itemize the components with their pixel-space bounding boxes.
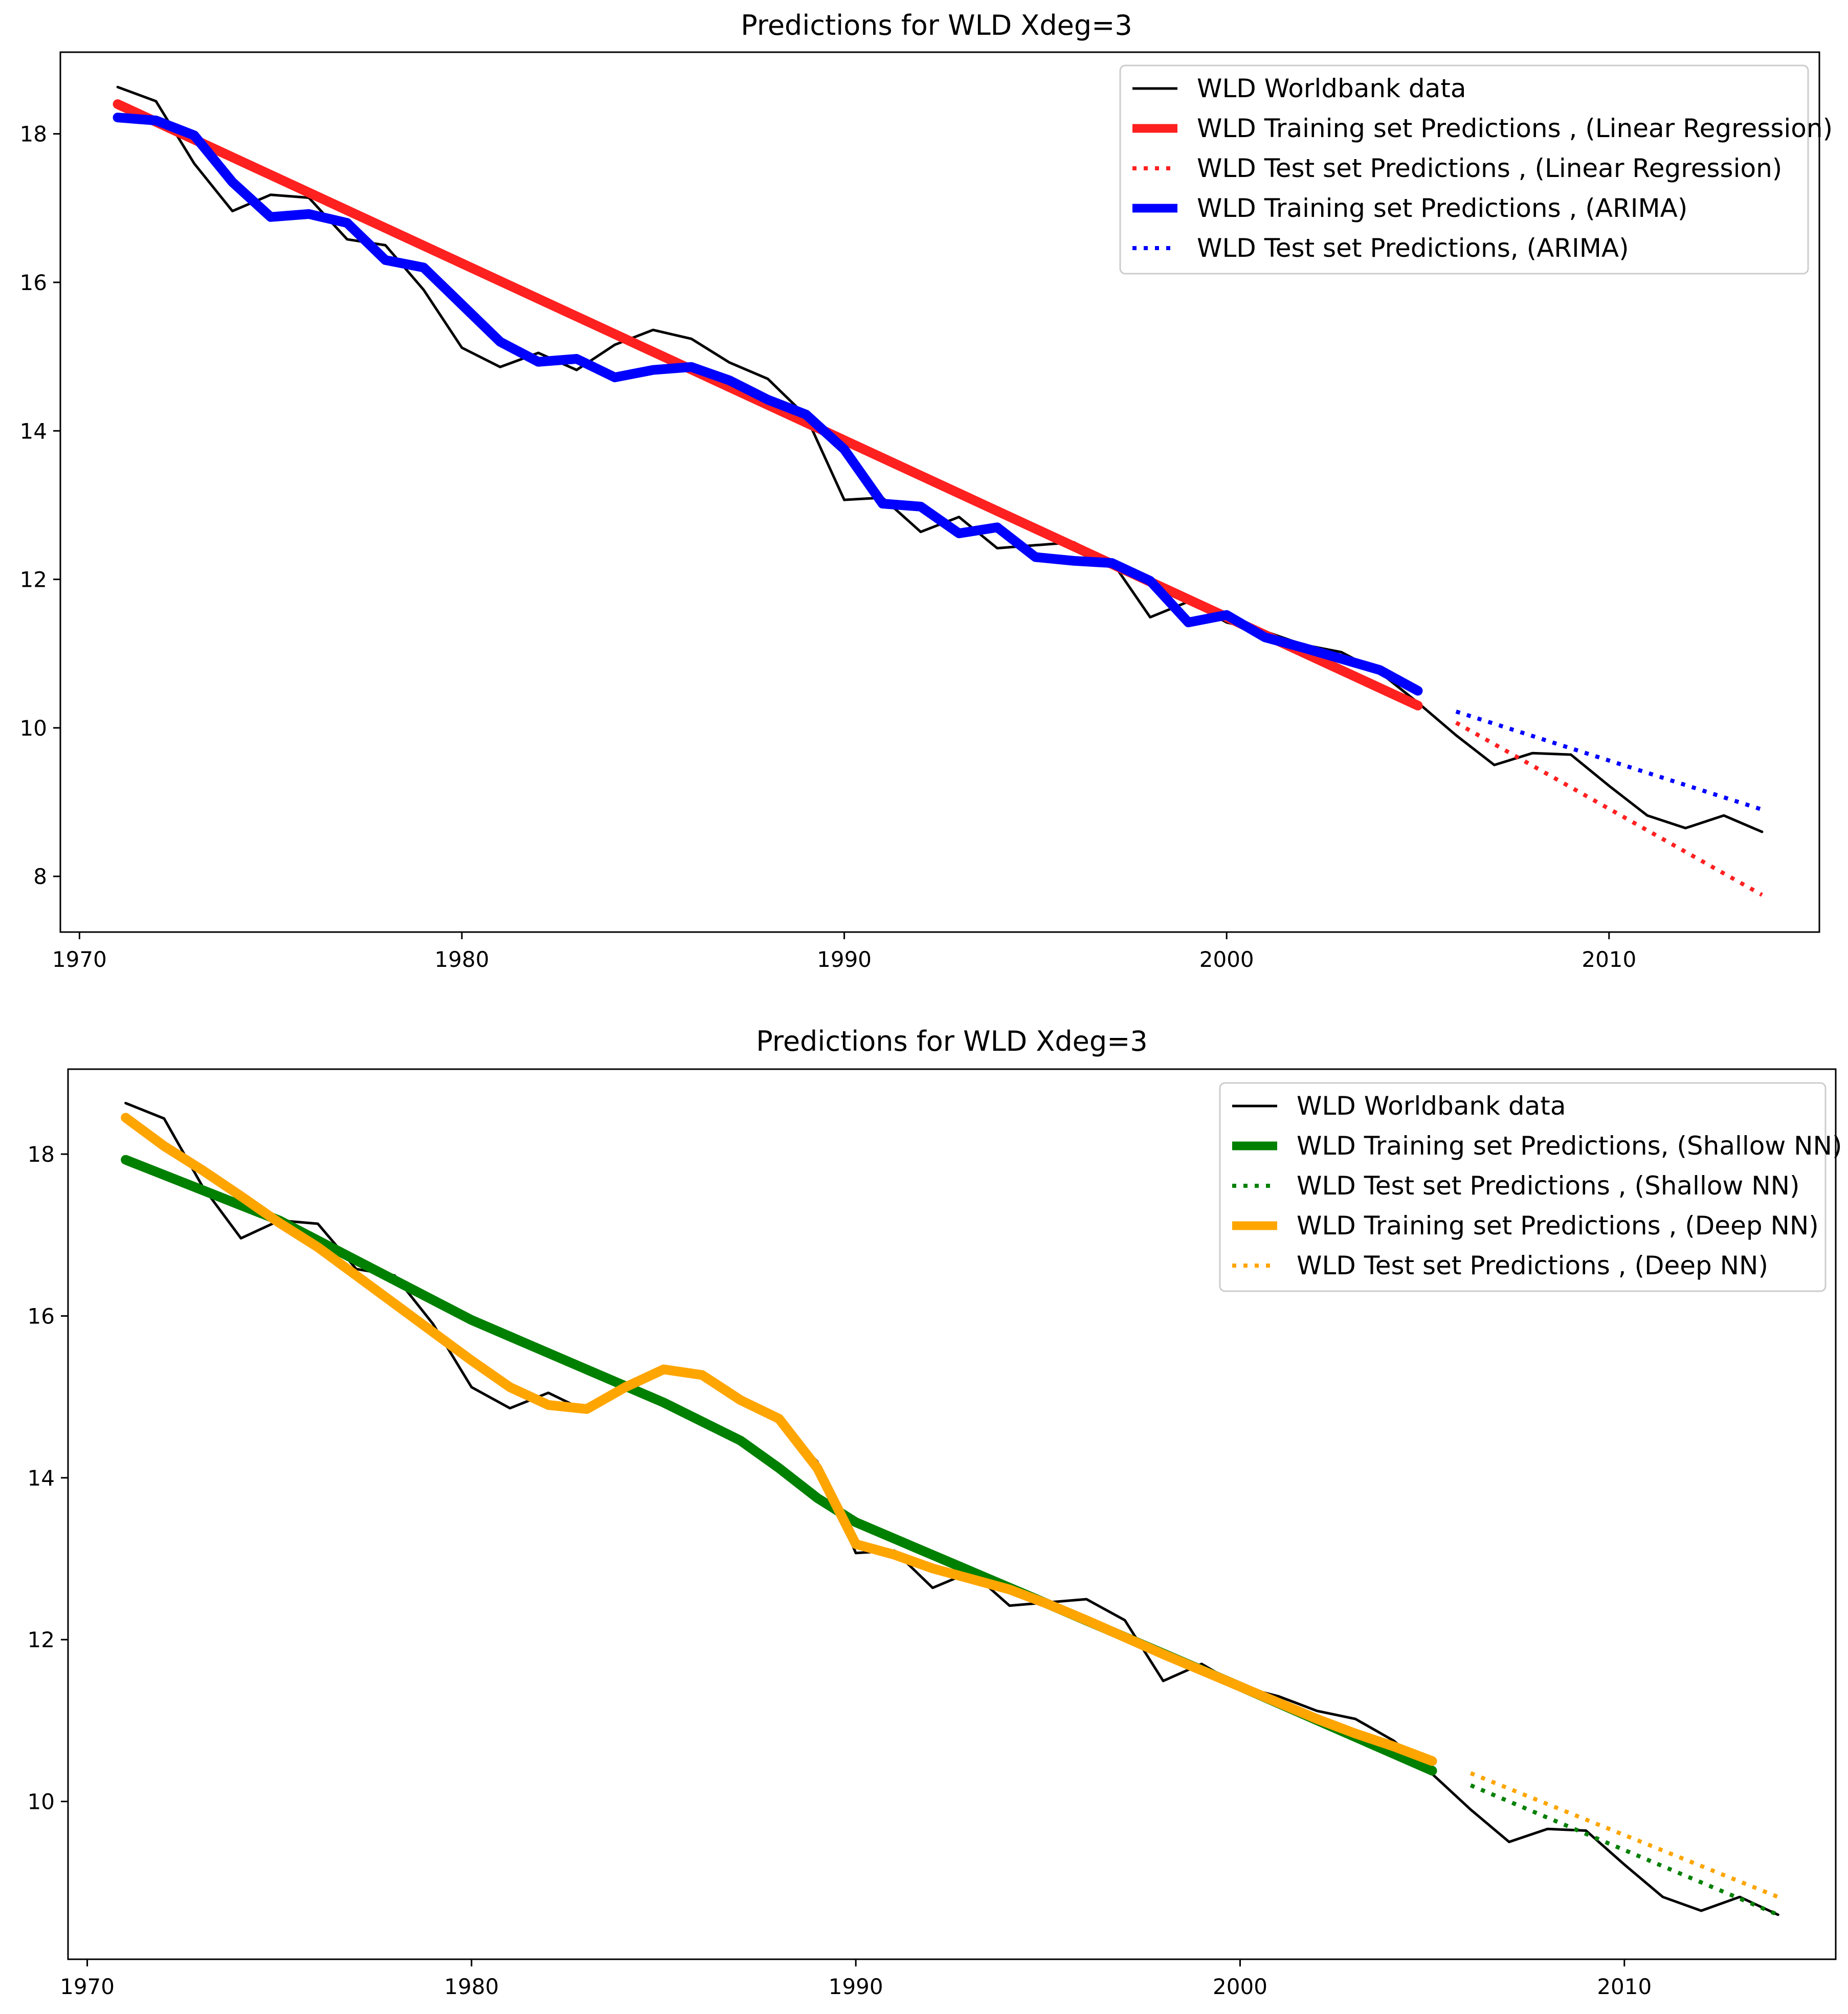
y-tick-label: 14 xyxy=(20,418,47,444)
chart-title: Predictions for WLD Xdeg=3 xyxy=(756,1025,1148,1057)
legend-label: WLD Training set Predictions, (Shallow N… xyxy=(1297,1131,1842,1161)
legend: WLD Worldbank data WLD Training set Predi… xyxy=(1219,1082,1842,1292)
x-tick-label: 1970 xyxy=(52,947,107,972)
plot-area xyxy=(59,51,1820,933)
legend-label: WLD Training set Predictions , (Linear R… xyxy=(1197,114,1833,143)
y-tick-label: 14 xyxy=(28,1466,55,1491)
x-tick-label: 1980 xyxy=(435,947,489,972)
legend: WLD Worldbank data WLD Training set Predi… xyxy=(1119,64,1833,275)
plot-area xyxy=(67,1068,1837,1960)
chart-title: Predictions for WLD Xdeg=3 xyxy=(741,9,1132,41)
series-line-wld-test-set-predictions-shallow-nn xyxy=(1470,1783,1779,1917)
legend-box xyxy=(1119,64,1809,275)
y-tick-label: 18 xyxy=(28,1142,55,1167)
legend-label: WLD Training set Predictions , (ARIMA) xyxy=(1197,193,1687,223)
y-tick-label: 10 xyxy=(20,716,47,741)
series-line-wld-test-set-predictions-linear-regression xyxy=(1455,721,1763,897)
series-layer xyxy=(121,1101,1779,1917)
legend-box xyxy=(1219,1082,1827,1292)
x-tick-label: 2010 xyxy=(1597,1974,1652,1999)
series-line-wld-training-set-predictions-deep-nn xyxy=(121,1113,1437,1766)
series-line-wld-test-set-predictions-arima xyxy=(1455,710,1763,812)
legend-label: WLD Test set Predictions , (Deep NN) xyxy=(1297,1251,1768,1280)
x-tick-label: 2000 xyxy=(1199,947,1254,972)
y-tick-label: 12 xyxy=(28,1627,55,1652)
series-layer xyxy=(113,85,1764,897)
series-line-wld-training-set-predictions-arima xyxy=(113,113,1423,696)
legend-label: WLD Test set Predictions, (ARIMA) xyxy=(1197,233,1629,263)
axes-layer: 1970 1980 1990 2000 2010 8 10 12 14 16 18 xyxy=(20,122,1637,972)
y-tick-label: 16 xyxy=(28,1303,55,1329)
x-tick-label: 2000 xyxy=(1213,1974,1267,1999)
x-tick-label: 2010 xyxy=(1582,947,1636,972)
legend-label: WLD Test set Predictions , (Shallow NN) xyxy=(1297,1171,1800,1201)
legend-label: WLD Training set Predictions , (Deep NN) xyxy=(1297,1211,1819,1241)
legend-label: WLD Worldbank data xyxy=(1297,1091,1566,1121)
bottom-chart: Predictions for WLD Xdeg=3 1970 1980 1990 2… xyxy=(28,1025,1842,1999)
legend-label: WLD Worldbank data xyxy=(1197,74,1466,103)
x-tick-label: 1980 xyxy=(444,1974,499,1999)
legend-label: WLD Test set Predictions , (Linear Regre… xyxy=(1197,153,1782,183)
y-tick-label: 10 xyxy=(28,1789,55,1814)
x-tick-label: 1990 xyxy=(829,1974,883,1999)
y-tick-label: 16 xyxy=(20,270,47,295)
x-tick-label: 1990 xyxy=(817,947,872,972)
y-tick-label: 8 xyxy=(33,864,47,889)
series-line-wld-test-set-predictions-deep-nn xyxy=(1470,1771,1779,1899)
y-tick-label: 18 xyxy=(20,122,47,147)
x-tick-label: 1970 xyxy=(60,1974,115,1999)
y-tick-label: 12 xyxy=(20,567,47,592)
top-chart: Predictions for WLD Xdeg=3 1970 1980 1990 2… xyxy=(20,9,1833,972)
